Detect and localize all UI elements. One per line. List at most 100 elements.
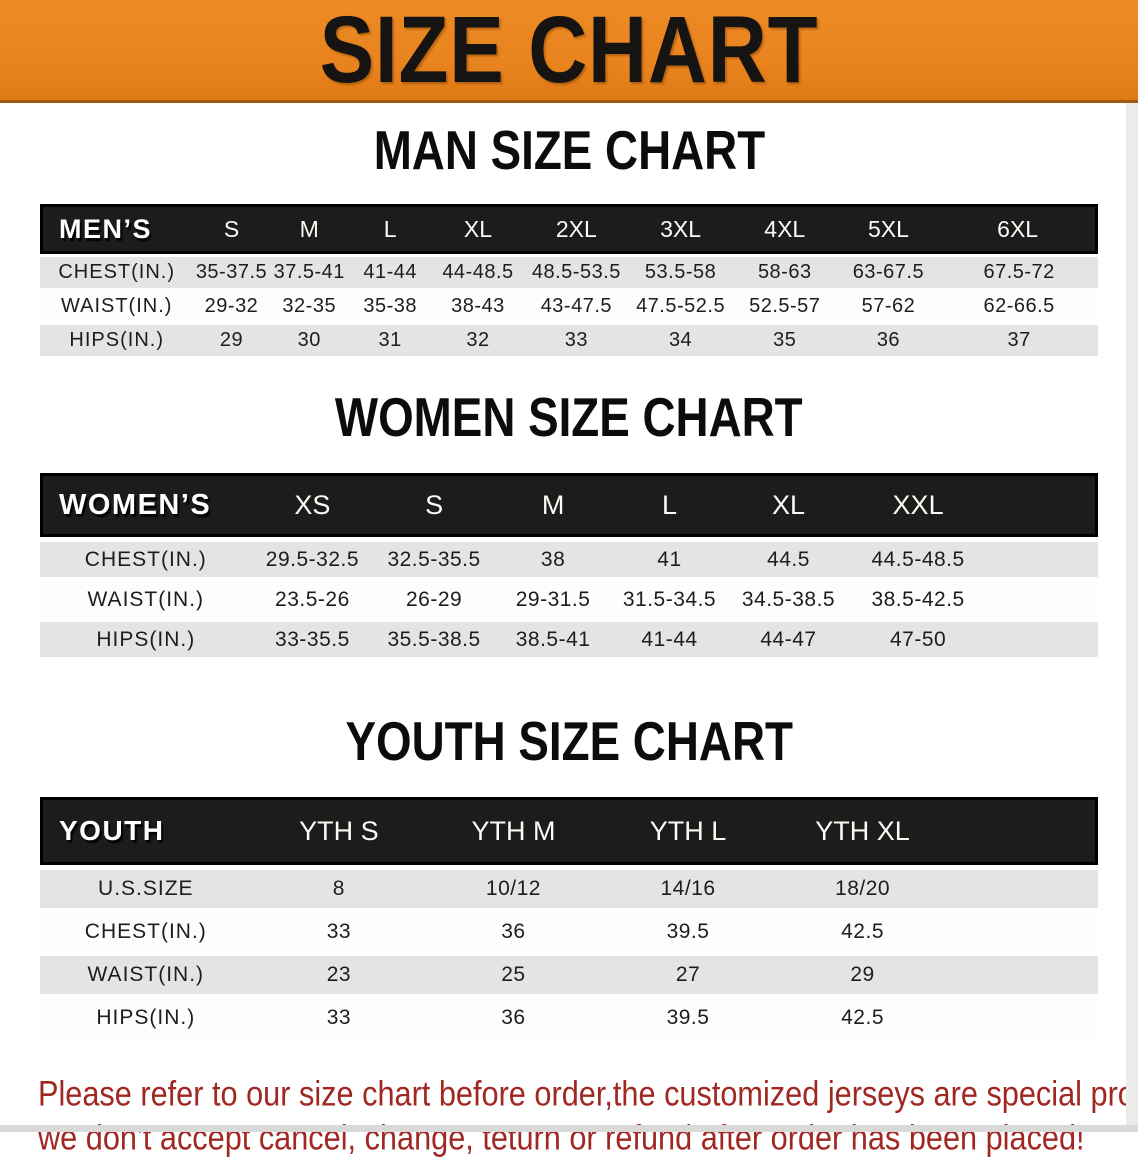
column-header: 6XL (940, 204, 1098, 254)
size-value: 39.5 (600, 999, 776, 1037)
column-header: 2XL (524, 204, 629, 254)
size-value: 48.5-53.5 (524, 257, 629, 288)
size-value: 47-50 (849, 622, 987, 657)
filler-cell (949, 956, 1098, 994)
size-value: 31 (348, 325, 432, 356)
bottom-edge-strip (0, 1125, 1138, 1132)
size-value: 31.5-34.5 (611, 582, 728, 617)
row-label: HIPS(IN.) (40, 622, 252, 657)
table-row: WAIST(IN.) 23 25 27 29 (40, 956, 1098, 994)
size-value: 35-38 (348, 291, 432, 322)
size-value: 57-62 (836, 291, 941, 322)
women-table-wrapper: WOMEN’S XS S M L XL XXL CHEST(IN.) 29.5-32.5 32.5… (0, 468, 1138, 662)
filler-cell (986, 582, 1098, 617)
women-size-section: WOMEN SIZE CHART WOMEN’S XS S M L XL XXL CHEST(… (0, 387, 1138, 662)
size-value: 26-29 (373, 582, 495, 617)
size-value: 38 (494, 542, 612, 577)
men-size-section: MAN SIZE CHART MEN’S S M L XL 2XL 3XL 4XL 5XL 6XL… (0, 120, 1138, 359)
filler-cell (986, 473, 1098, 537)
table-row: HIPS(IN.) 29 30 31 32 33 34 35 36 37 (40, 325, 1098, 356)
column-header: 3XL (628, 204, 733, 254)
table-title-cell: WOMEN’S (40, 473, 252, 537)
size-value: 42.5 (775, 913, 950, 951)
size-value: 58-63 (732, 257, 837, 288)
size-value: 29 (775, 956, 950, 994)
size-value: 41 (611, 542, 728, 577)
size-value: 38.5-41 (494, 622, 612, 657)
size-value: 43-47.5 (524, 291, 629, 322)
size-value: 18/20 (775, 870, 950, 908)
size-chart-banner: SIZE CHART (0, 0, 1138, 103)
disclaimer-line-1: Please refer to our size chart before or… (38, 1073, 1138, 1114)
filler-cell (949, 999, 1098, 1037)
size-value: 29-31.5 (494, 582, 612, 617)
table-row: CHEST(IN.) 33 36 39.5 42.5 (40, 913, 1098, 951)
order-disclaimer: Please refer to our size chart before or… (38, 1072, 1138, 1160)
table-header-row: WOMEN’S XS S M L XL XXL (40, 473, 1098, 537)
table-row: HIPS(IN.) 33-35.5 35.5-38.5 38.5-41 41-44 44-… (40, 622, 1098, 657)
size-value: 27 (600, 956, 776, 994)
men-size-table: MEN’S S M L XL 2XL 3XL 4XL 5XL 6XL CHEST(IN.) 35-37… (40, 201, 1098, 359)
size-value: 8 (251, 870, 427, 908)
size-value: 41-44 (348, 257, 432, 288)
column-header: XS (251, 473, 374, 537)
table-title-cell: YOUTH (40, 797, 252, 865)
table-header-row: YOUTH YTH S YTH M YTH L YTH XL (40, 797, 1098, 865)
youth-table-wrapper: YOUTH YTH S YTH M YTH L YTH XL U.S.SIZE 8 10/12… (0, 792, 1138, 1042)
filler-cell (949, 797, 1098, 865)
size-value: 44.5 (727, 542, 850, 577)
column-header: S (373, 473, 495, 537)
size-value: 44-48.5 (431, 257, 525, 288)
size-value: 44-47 (727, 622, 850, 657)
size-value: 36 (426, 913, 601, 951)
size-value: 32.5-35.5 (373, 542, 495, 577)
table-row: CHEST(IN.) 35-37.5 37.5-41 41-44 44-48.5 48.5… (40, 257, 1098, 288)
column-header: L (611, 473, 728, 537)
size-value: 44.5-48.5 (849, 542, 987, 577)
size-value: 33 (524, 325, 629, 356)
youth-size-section: YOUTH SIZE CHART YOUTH YTH S YTH M YTH L YTH… (0, 711, 1138, 1042)
banner-title: SIZE CHART (319, 0, 819, 103)
row-label: U.S.SIZE (40, 870, 252, 908)
size-value: 38.5-42.5 (849, 582, 987, 617)
size-value: 33 (251, 999, 427, 1037)
size-value: 63-67.5 (836, 257, 941, 288)
row-label: CHEST(IN.) (40, 542, 252, 577)
row-label: WAIST(IN.) (40, 291, 194, 322)
size-value: 35-37.5 (193, 257, 270, 288)
size-value: 23.5-26 (251, 582, 374, 617)
disclaimer-line-2: we don't accept cancel, change, teturn o… (38, 1117, 1085, 1158)
size-value: 62-66.5 (940, 291, 1098, 322)
size-value: 29.5-32.5 (251, 542, 374, 577)
size-value: 39.5 (600, 913, 776, 951)
size-value: 29 (193, 325, 270, 356)
size-value: 47.5-52.5 (628, 291, 733, 322)
row-label: WAIST(IN.) (40, 582, 252, 617)
size-value: 36 (426, 999, 601, 1037)
size-value: 32-35 (269, 291, 349, 322)
filler-cell (949, 870, 1098, 908)
column-header: YTH XL (775, 797, 950, 865)
table-row: CHEST(IN.) 29.5-32.5 32.5-35.5 38 41 44.5 44.5… (40, 542, 1098, 577)
men-section-title: MAN SIZE CHART (373, 120, 765, 182)
size-value: 41-44 (611, 622, 728, 657)
size-value: 29-32 (193, 291, 270, 322)
size-value: 52.5-57 (732, 291, 837, 322)
size-value: 37 (940, 325, 1098, 356)
column-header: M (494, 473, 612, 537)
size-value: 36 (836, 325, 941, 356)
column-header: XL (431, 204, 525, 254)
size-value: 38-43 (431, 291, 525, 322)
size-value: 67.5-72 (940, 257, 1098, 288)
column-header: XL (727, 473, 850, 537)
size-value: 34 (628, 325, 733, 356)
column-header: M (269, 204, 349, 254)
column-header: S (193, 204, 270, 254)
row-label: HIPS(IN.) (40, 325, 194, 356)
column-header: 5XL (836, 204, 941, 254)
youth-section-title: YOUTH SIZE CHART (345, 711, 793, 773)
youth-size-table: YOUTH YTH S YTH M YTH L YTH XL U.S.SIZE 8 10/12… (40, 792, 1098, 1042)
table-row: WAIST(IN.) 23.5-26 26-29 29-31.5 31.5-34.5 34… (40, 582, 1098, 617)
row-label: CHEST(IN.) (40, 913, 252, 951)
women-section-title: WOMEN SIZE CHART (335, 387, 803, 449)
